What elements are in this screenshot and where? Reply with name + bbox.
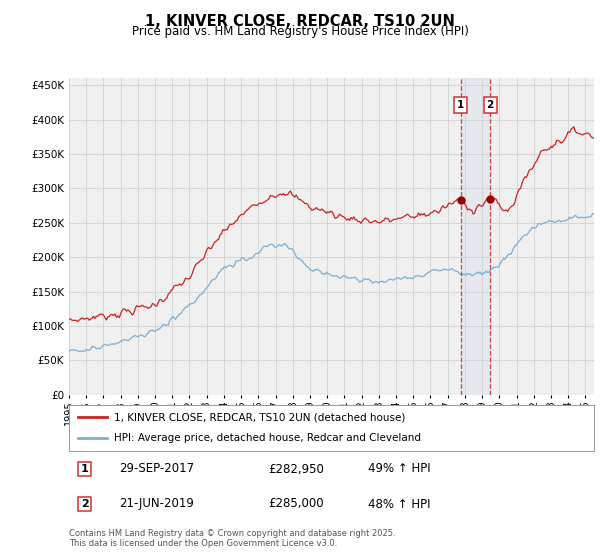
Text: 1, KINVER CLOSE, REDCAR, TS10 2UN: 1, KINVER CLOSE, REDCAR, TS10 2UN: [145, 14, 455, 29]
Text: 48% ↑ HPI: 48% ↑ HPI: [368, 497, 431, 511]
Text: This data is licensed under the Open Government Licence v3.0.: This data is licensed under the Open Gov…: [69, 539, 337, 548]
Text: Contains HM Land Registry data © Crown copyright and database right 2025.: Contains HM Land Registry data © Crown c…: [69, 529, 395, 538]
Text: HPI: Average price, detached house, Redcar and Cleveland: HPI: Average price, detached house, Redc…: [113, 433, 421, 444]
Text: 1: 1: [81, 464, 89, 474]
Text: 2: 2: [81, 499, 89, 509]
Text: 2: 2: [487, 100, 494, 110]
Text: 1: 1: [457, 100, 464, 110]
Text: £285,000: £285,000: [269, 497, 324, 511]
Text: 1, KINVER CLOSE, REDCAR, TS10 2UN (detached house): 1, KINVER CLOSE, REDCAR, TS10 2UN (detac…: [113, 412, 405, 422]
Text: 21-JUN-2019: 21-JUN-2019: [119, 497, 194, 511]
Text: Price paid vs. HM Land Registry's House Price Index (HPI): Price paid vs. HM Land Registry's House …: [131, 25, 469, 38]
Text: 49% ↑ HPI: 49% ↑ HPI: [368, 463, 431, 475]
Text: 29-SEP-2017: 29-SEP-2017: [119, 463, 194, 475]
Text: £282,950: £282,950: [269, 463, 325, 475]
Bar: [461, 78, 490, 395]
